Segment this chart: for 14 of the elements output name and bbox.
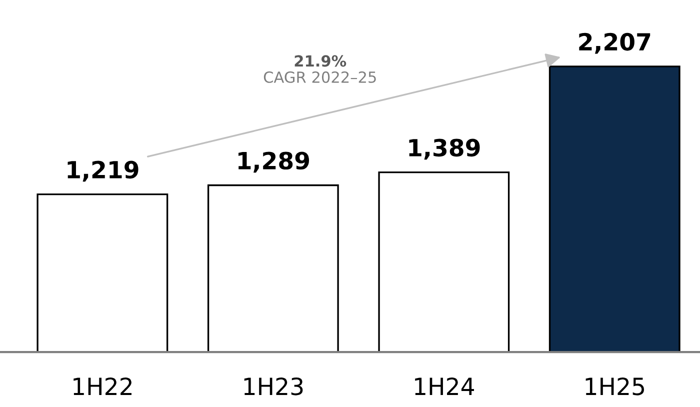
bar bbox=[36, 193, 168, 352]
bar bbox=[378, 171, 510, 352]
data-label: 1,219 bbox=[68, 160, 138, 182]
x-tick-label: 1H23 bbox=[244, 377, 303, 396]
x-tick-label: 1H24 bbox=[415, 377, 474, 395]
x-tick-label: 1H25 bbox=[586, 377, 644, 396]
annotation: CAGR 2022–25 bbox=[264, 71, 376, 83]
bar bbox=[207, 184, 339, 352]
data-label: 2,207 bbox=[579, 32, 650, 54]
x-tick-label: 1H22 bbox=[74, 377, 132, 395]
data-label: 1,289 bbox=[238, 152, 310, 173]
data-label: 1,389 bbox=[409, 138, 480, 160]
annotation: 21.9% bbox=[294, 55, 346, 67]
bar bbox=[548, 66, 680, 352]
